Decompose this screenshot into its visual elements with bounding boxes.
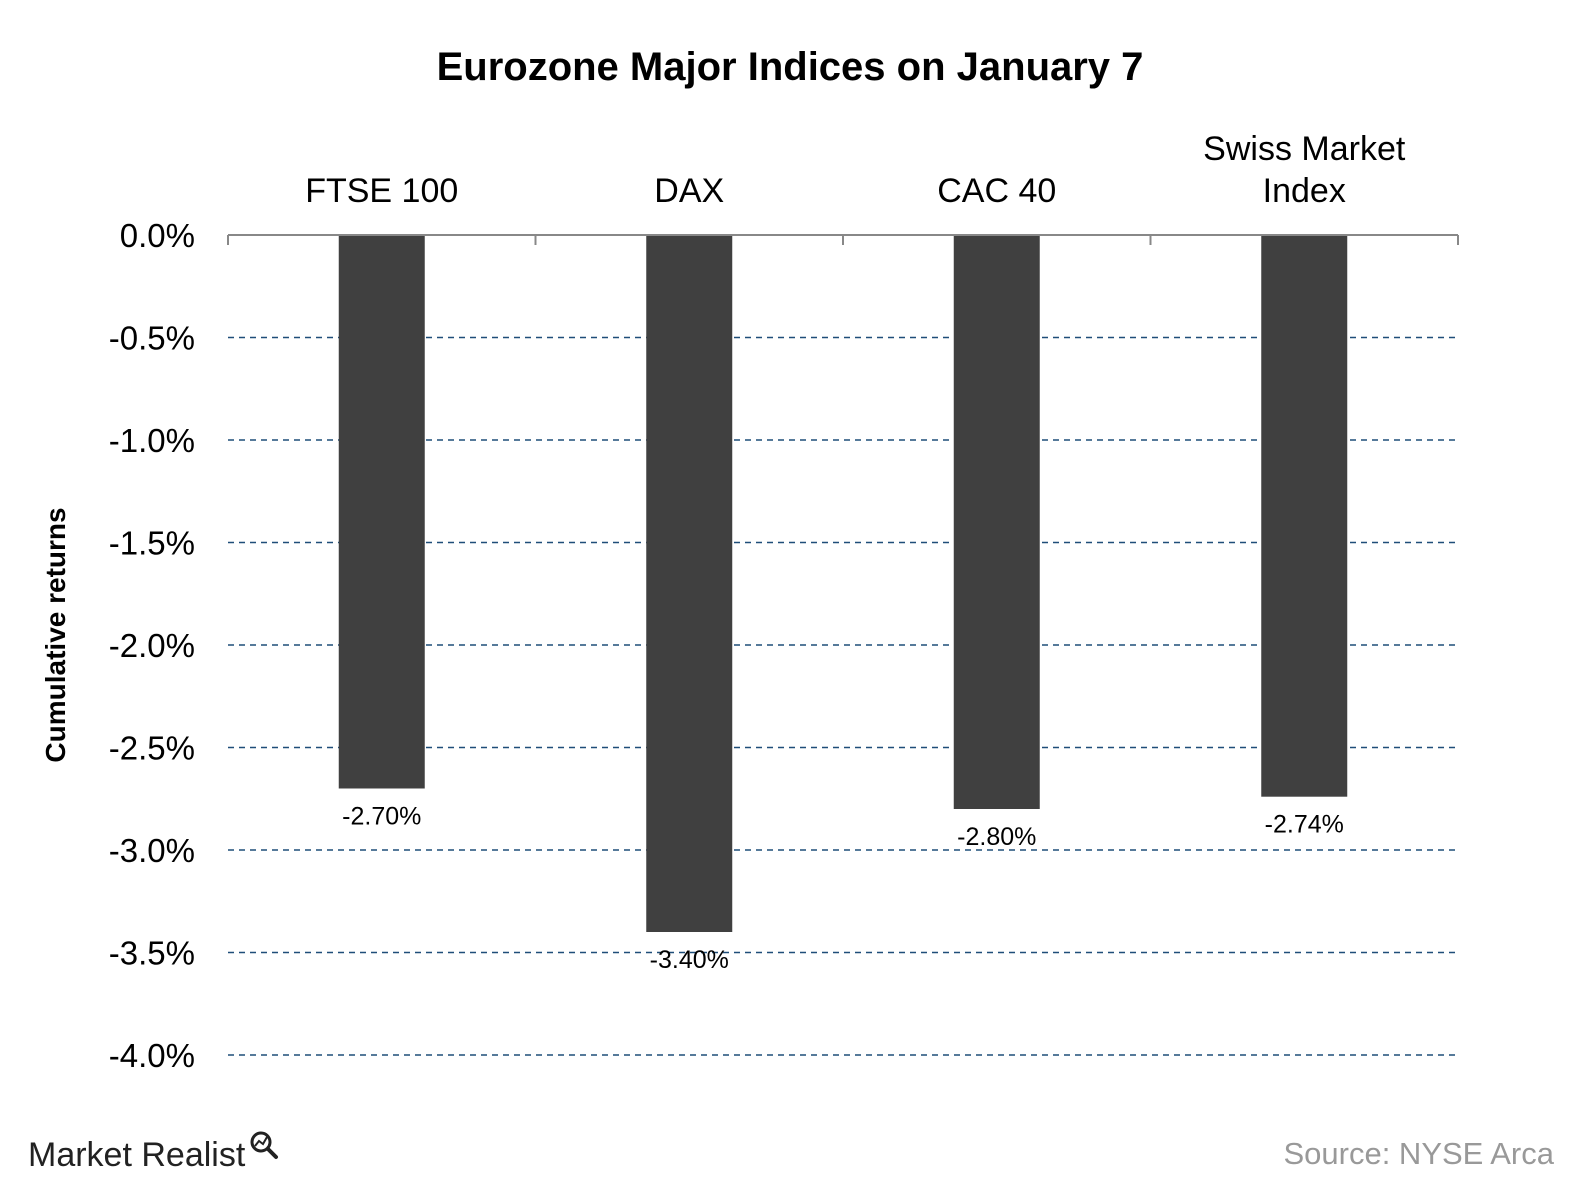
y-tick-label: -1.5% [109,525,195,562]
bar [646,235,733,932]
category-label: FTSE 100 [305,172,458,210]
y-tick-label: -3.5% [109,935,195,972]
category-label-line: DAX [654,172,724,210]
category-label: DAX [654,172,724,210]
category-label-line: Swiss Market [1203,130,1406,168]
category-label-line: FTSE 100 [305,172,458,210]
category-label: CAC 40 [937,172,1056,210]
data-labels: -2.70% -3.40% -2.80% -2.74% [342,803,1344,975]
data-label: -2.74% [1265,811,1344,839]
chart-title: Eurozone Major Indices on January 7 [437,45,1144,89]
bar [338,235,425,789]
y-tick-label: -2.5% [109,730,195,767]
source-text: Source: NYSE Arca [1283,1136,1554,1171]
data-label: -2.80% [957,823,1036,851]
y-tick-label: -4.0% [109,1037,195,1074]
market-realist-logo: Market Realist [28,1131,278,1174]
y-tick-label: -3.0% [109,832,195,869]
category-label: Swiss Market Index [1203,130,1406,210]
y-tick-label: -2.0% [109,627,195,664]
gridlines [228,336,1458,1056]
data-label: -3.40% [650,946,729,974]
y-tick-label: -1.0% [109,422,195,459]
bar [1261,235,1348,797]
y-tick-label: 0.0% [120,217,195,254]
y-axis-label: Cumulative returns [40,507,71,762]
magnifier-icon [250,1131,278,1159]
category-label-line: CAC 40 [937,172,1056,210]
data-label: -2.70% [342,803,421,831]
y-axis-ticks: 0.0% -0.5% -1.0% -1.5% -2.0% -2.5% -3.0% -3.5% -… [109,217,195,1074]
category-label-line: Index [1263,172,1346,210]
bars [338,235,1348,932]
brand-text: Market Realist [28,1136,246,1174]
y-tick-label: -0.5% [109,320,195,357]
category-labels: FTSE 100 DAX CAC 40 Swiss Market Index [305,130,1406,210]
category-axis [227,234,1459,245]
bar [953,235,1040,809]
